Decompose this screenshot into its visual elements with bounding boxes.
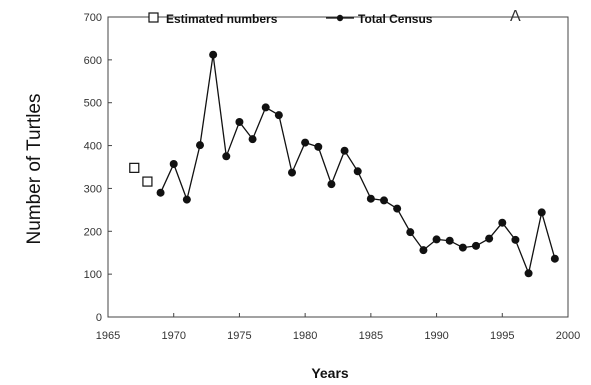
census-point — [288, 168, 296, 177]
census-point — [445, 236, 454, 245]
census-point — [182, 195, 191, 204]
y-tick-label: 500 — [84, 98, 102, 110]
census-point — [485, 234, 494, 243]
census-point — [327, 180, 336, 189]
census-point — [248, 135, 257, 144]
census-point — [406, 228, 415, 237]
census-point — [235, 118, 244, 126]
y-tick-label: 300 — [84, 183, 102, 195]
census-point — [169, 160, 178, 168]
census-point — [196, 141, 204, 150]
x-tick-label: 1980 — [293, 330, 317, 342]
census-point — [432, 235, 441, 244]
x-tick-label: 1995 — [490, 330, 514, 342]
y-tick-label: 700 — [84, 12, 102, 24]
census-point — [498, 218, 507, 227]
census-point — [209, 50, 218, 59]
census-point — [458, 243, 467, 252]
series-line-total-census — [160, 54, 556, 276]
x-tick-label: 1970 — [161, 330, 185, 342]
y-tick-label: 200 — [84, 226, 102, 238]
census-point — [524, 269, 533, 278]
census-point — [353, 167, 362, 176]
x-tick-label: 2000 — [556, 330, 580, 342]
series-lines — [160, 54, 556, 276]
census-point — [419, 246, 428, 255]
y-tick-label: 100 — [84, 269, 102, 281]
x-tick-label: 1990 — [424, 330, 448, 342]
census-point — [340, 146, 349, 155]
x-axis-ticks: 1965 1970 1975 1980 1985 1990 1995 2000 — [96, 313, 580, 342]
census-point — [156, 188, 165, 197]
legend-estimated-label: Estimated numbers — [166, 12, 278, 26]
x-tick-label: 1975 — [227, 330, 251, 342]
census-point — [366, 194, 375, 203]
census-point — [393, 204, 402, 213]
estimated-point — [142, 176, 153, 187]
census-point — [301, 138, 310, 147]
estimated-point — [129, 162, 140, 173]
y-tick-label: 0 — [96, 312, 102, 324]
census-point — [261, 103, 270, 112]
x-tick-label: 1965 — [96, 330, 120, 342]
census-point — [222, 152, 231, 161]
legend: Estimated numbers Total Census — [148, 12, 433, 26]
legend-census-marker — [336, 14, 344, 22]
y-axis-ticks: 0 100 200 300 400 500 600 700 — [84, 12, 112, 324]
panel-label: A — [510, 8, 521, 25]
series-markers — [129, 50, 559, 278]
legend-census-label: Total Census — [358, 12, 433, 26]
census-point — [380, 196, 388, 205]
census-point — [314, 142, 323, 151]
y-tick-label: 600 — [84, 55, 102, 67]
census-point — [472, 241, 480, 250]
x-axis-label: Years — [311, 365, 349, 381]
legend-estimated-marker — [148, 12, 159, 23]
census-point — [274, 111, 283, 120]
census-point — [511, 235, 520, 244]
y-axis-label: Number of Turtles — [24, 94, 45, 245]
census-point — [550, 254, 559, 263]
y-tick-label: 400 — [84, 141, 102, 153]
x-tick-label: 1985 — [359, 330, 383, 342]
census-point — [537, 208, 546, 217]
